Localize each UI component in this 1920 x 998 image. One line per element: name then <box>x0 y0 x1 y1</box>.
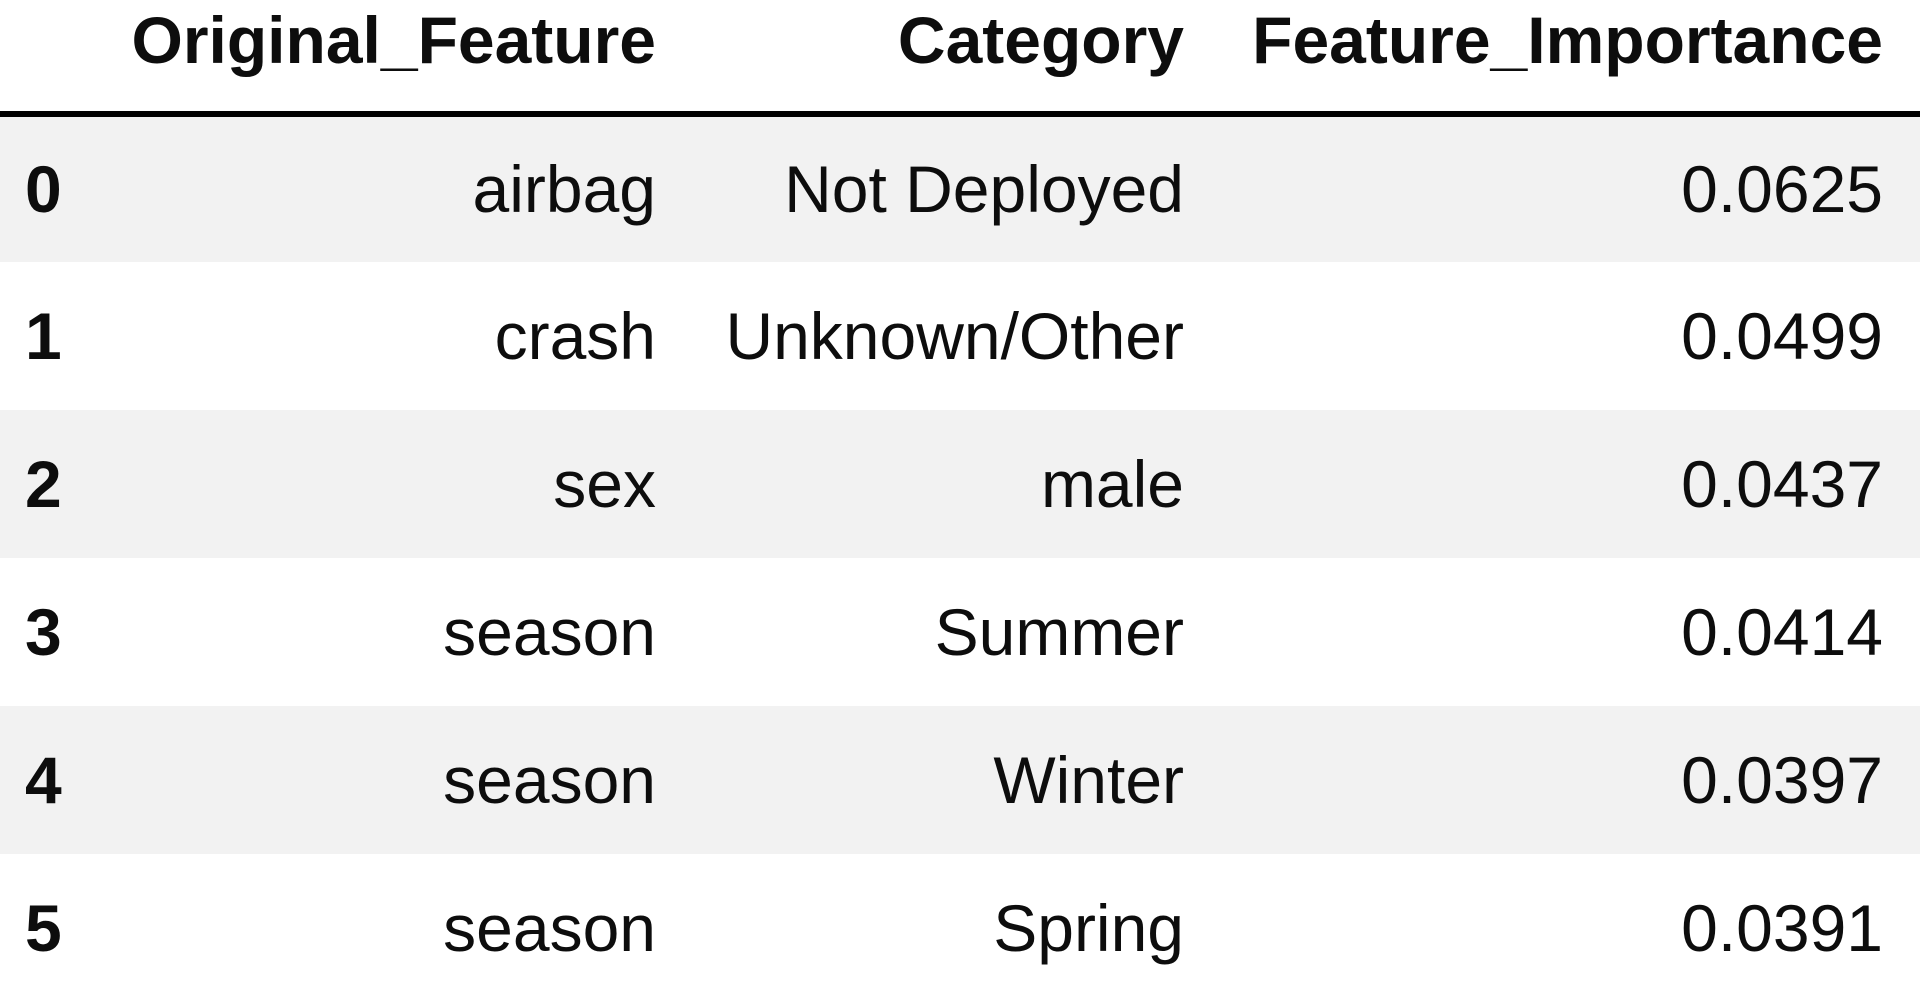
index-column-header <box>0 0 90 117</box>
table-row: 2 sex male 0.0437 <box>0 410 1920 558</box>
column-header-original-feature: Original_Feature <box>90 0 693 117</box>
cell-original-feature: season <box>443 890 656 965</box>
cell-feature-importance: 0.0397 <box>1681 742 1883 817</box>
row-index-cell: 0 <box>25 152 62 227</box>
cell-feature-importance: 0.0414 <box>1681 594 1883 669</box>
cell-category: Not Deployed <box>784 152 1184 227</box>
table-row: 5 season Spring 0.0391 <box>0 854 1920 998</box>
cell-original-feature: season <box>443 594 656 669</box>
row-index-cell: 1 <box>25 298 62 373</box>
table-row: 1 crash Unknown/Other 0.0499 <box>0 262 1920 410</box>
cell-category: Spring <box>993 890 1184 965</box>
cell-category: Summer <box>934 594 1184 669</box>
cell-category: Unknown/Other <box>725 298 1184 373</box>
column-header-category: Category <box>693 0 1221 117</box>
cell-original-feature: crash <box>494 298 656 373</box>
cell-original-feature: airbag <box>472 152 656 227</box>
cell-feature-importance: 0.0391 <box>1681 890 1883 965</box>
header-row: Original_Feature Category Feature_Import… <box>0 0 1920 117</box>
column-header-feature-importance: Feature_Importance <box>1221 0 1920 117</box>
row-index-cell: 5 <box>25 890 62 965</box>
cell-category: Winter <box>993 742 1184 817</box>
cell-category: male <box>1040 446 1184 521</box>
table-row: 4 season Winter 0.0397 <box>0 706 1920 854</box>
row-index-cell: 3 <box>25 594 62 669</box>
cell-feature-importance: 0.0625 <box>1681 152 1883 227</box>
row-index-cell: 2 <box>25 446 62 521</box>
cell-original-feature: sex <box>553 446 656 521</box>
row-index-cell: 4 <box>25 742 62 817</box>
cell-feature-importance: 0.0499 <box>1681 298 1883 373</box>
table-row: 3 season Summer 0.0414 <box>0 558 1920 706</box>
cell-original-feature: season <box>443 742 656 817</box>
cell-feature-importance: 0.0437 <box>1681 446 1883 521</box>
table-row: 0 airbag Not Deployed 0.0625 <box>0 114 1920 262</box>
